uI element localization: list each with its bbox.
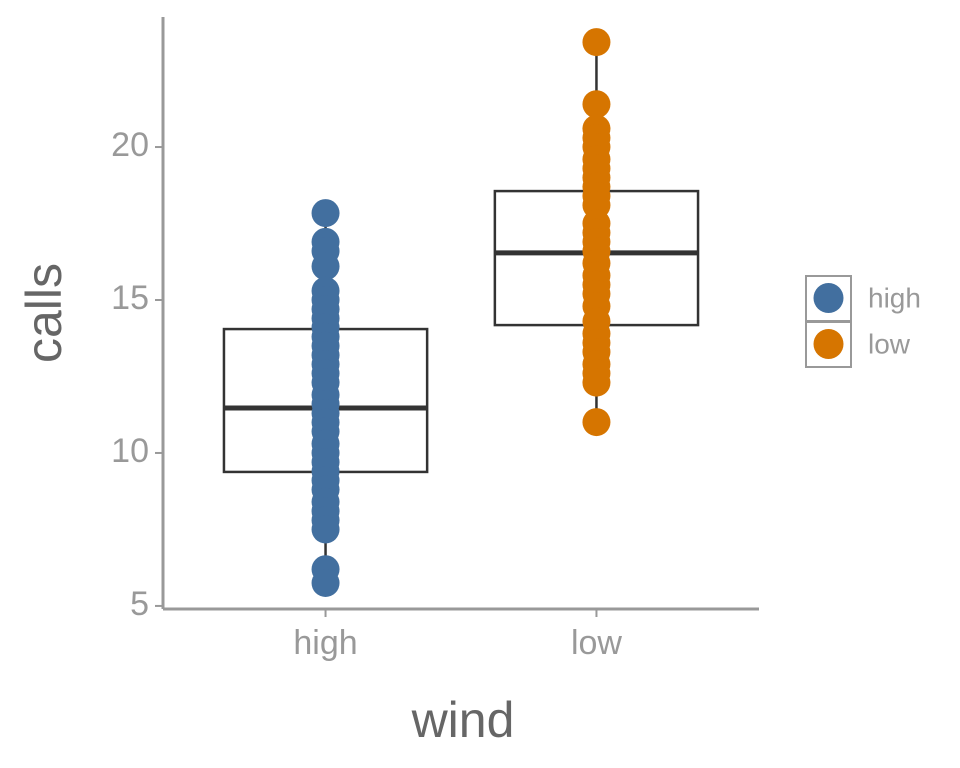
- point: [582, 408, 611, 437]
- y-tick-label: 20: [111, 126, 149, 164]
- point: [311, 515, 340, 544]
- point: [311, 252, 340, 281]
- y-tick-label: 15: [111, 279, 149, 317]
- y-tick-label: 10: [111, 432, 149, 470]
- y-tick-label: 5: [130, 585, 149, 623]
- point: [311, 199, 340, 228]
- legend-label: low: [868, 328, 911, 359]
- point: [311, 568, 340, 597]
- point: [582, 90, 611, 119]
- x-axis-title: wind: [411, 692, 515, 748]
- point: [582, 368, 611, 397]
- legend-swatch: [813, 283, 844, 313]
- y-axis-title: calls: [16, 263, 72, 363]
- point: [582, 28, 611, 57]
- x-tick-label: low: [571, 624, 622, 662]
- x-tick-label: high: [293, 624, 357, 662]
- legend-label: high: [868, 282, 921, 313]
- legend-swatch: [813, 329, 844, 359]
